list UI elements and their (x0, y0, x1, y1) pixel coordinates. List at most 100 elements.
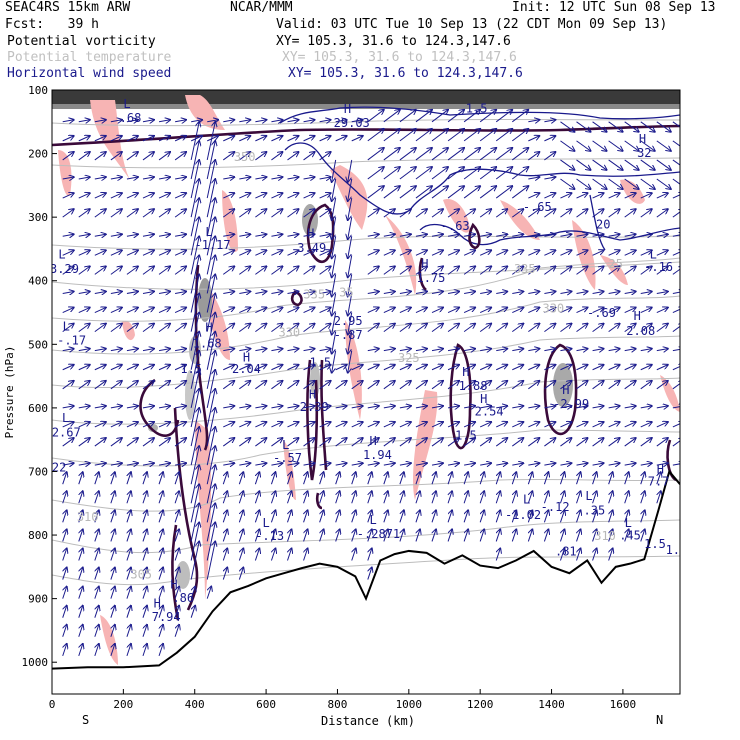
wind-vector (608, 234, 620, 236)
wind-vector (78, 529, 83, 542)
wind-vector (319, 365, 331, 371)
wind-vector (271, 308, 282, 313)
pv-extremum-label: 3.29 (50, 262, 79, 276)
wind-vector (447, 463, 459, 465)
wind-vector (527, 529, 532, 542)
wind-vector (431, 250, 443, 256)
wind-vector (78, 422, 90, 428)
wind-vector (94, 625, 99, 637)
wind-vector (110, 136, 122, 142)
wind-vector (447, 291, 459, 293)
wind-vector (110, 644, 115, 657)
wind-vector (158, 644, 163, 657)
pv-extremum-label: 1.75 (416, 271, 445, 285)
wind-vector (223, 177, 234, 179)
wind-vector (62, 529, 67, 542)
wind-vector (94, 234, 106, 236)
wind-vector (495, 129, 512, 142)
wind-vector (608, 308, 620, 313)
wind-vector (672, 422, 680, 428)
wind-vector (222, 438, 234, 447)
wind-vector (255, 365, 266, 371)
wind-vector (287, 136, 299, 142)
pv-extremum-label: .86 (172, 591, 194, 605)
wind-vector (415, 365, 427, 371)
wind-vector (608, 178, 623, 189)
wind-vector (222, 568, 227, 580)
wind-vector (94, 438, 106, 447)
wind-vector (383, 463, 395, 465)
x-tick-label: 200 (113, 698, 133, 711)
wind-vector (62, 193, 74, 199)
wind-vector (608, 209, 620, 218)
wind-vector (110, 209, 122, 218)
pv-extremum-label: 22 (52, 460, 66, 474)
wind-vector (142, 308, 154, 313)
wind-vector (94, 324, 106, 333)
wind-vector (640, 308, 652, 313)
wind-vector (94, 152, 106, 161)
pv-extremum-label: H (243, 350, 250, 364)
wind-vector (62, 381, 74, 390)
wind-vector (431, 291, 443, 293)
wind-vector (656, 463, 668, 465)
wind-vector (206, 587, 211, 599)
wind-vector (463, 438, 475, 447)
wind-vector (479, 491, 484, 504)
wind-vector (303, 291, 315, 293)
x-axis-label: Distance (km) (321, 714, 415, 728)
wind-vector (576, 324, 588, 333)
wind-vector (672, 266, 680, 275)
wind-vector (560, 324, 571, 333)
wind-vector (206, 198, 215, 237)
wind-vector (399, 406, 411, 408)
pv-extremum-label: H (170, 577, 177, 591)
pv-extremum-label: 3.49 (297, 241, 326, 255)
wind-vector (206, 370, 215, 408)
x-end-label-north: N (656, 713, 663, 727)
wind-vector (222, 152, 234, 161)
wind-vector (608, 529, 613, 542)
pv-extremum-label: 1.5 (309, 356, 331, 370)
wind-vector (287, 152, 299, 161)
wind-vector (608, 324, 620, 333)
wind-vector (110, 120, 122, 122)
wind-vector (592, 349, 604, 351)
wind-vector (126, 266, 138, 275)
wind-vector (383, 308, 395, 313)
wind-vector (62, 250, 74, 256)
wind-vector (624, 438, 636, 447)
y-axis: 100 200 300 400 500 600 700 800 900 1000 (22, 84, 57, 669)
wind-vector (94, 644, 99, 657)
wind-vector (479, 510, 484, 523)
wind-vector (222, 381, 234, 390)
wind-vector (495, 529, 500, 542)
wind-vector (544, 438, 555, 447)
wind-vector (319, 349, 331, 351)
wind-vector (239, 438, 250, 447)
wind-vector (174, 365, 186, 371)
wind-vector (190, 484, 199, 523)
wind-vector (543, 510, 548, 523)
wind-vector (415, 234, 427, 236)
wind-vector (511, 129, 528, 142)
wind-vector (479, 167, 496, 180)
wind-vector (431, 365, 443, 371)
wind-vector (239, 250, 250, 256)
y-tick-label: 1000 (22, 656, 49, 669)
wind-vector (62, 568, 67, 580)
wind-vector (239, 365, 250, 371)
wind-vector (383, 365, 395, 371)
wind-vector (271, 349, 282, 351)
wind-vector (190, 332, 199, 370)
wind-vector (94, 422, 106, 428)
wind-vector (254, 548, 259, 561)
wind-vector (94, 472, 99, 485)
y-tick-label: 500 (28, 338, 48, 351)
wind-vector (495, 548, 500, 561)
wind-vector (110, 568, 115, 580)
wind-vector (560, 159, 574, 170)
wind-vector (94, 381, 106, 390)
wind-vector (62, 422, 74, 428)
wind-vector (287, 491, 292, 504)
